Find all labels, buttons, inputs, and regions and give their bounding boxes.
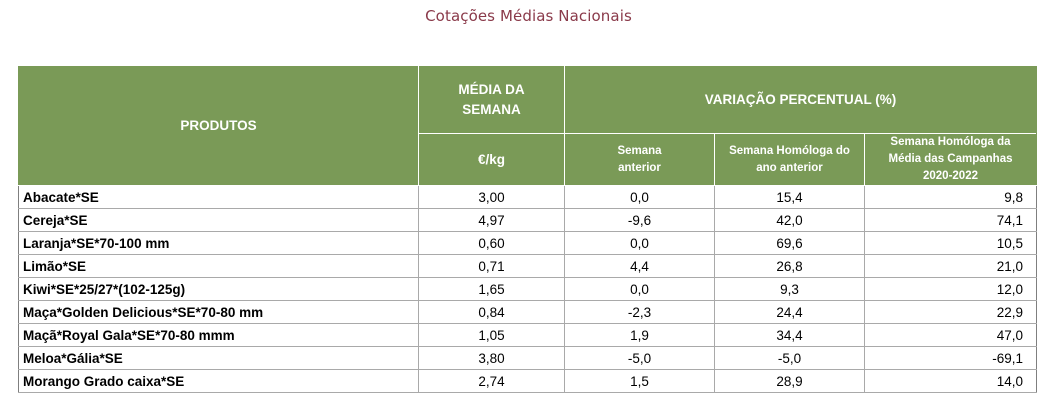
cell-media: 0,84: [418, 300, 565, 324]
header-unidade: €/kg: [418, 133, 565, 186]
cell-semana-anterior: 1,5: [564, 369, 715, 393]
cell-homologa-campanhas: 12,0: [864, 277, 1037, 301]
prices-table: PRODUTOS MÉDIA DA SEMANA VARIAÇÃO PERCEN…: [18, 66, 1037, 393]
cell-media: 3,80: [418, 346, 565, 370]
header-media-semana: MÉDIA DA SEMANA: [418, 66, 565, 134]
cell-homologa-ano: 26,8: [714, 254, 865, 278]
cell-produto: Laranja*SE*70-100 mm: [18, 231, 419, 255]
header-variacao: VARIAÇÃO PERCENTUAL (%): [564, 66, 1037, 134]
cell-homologa-campanhas: 10,5: [864, 231, 1037, 255]
cell-semana-anterior: 0,0: [564, 277, 715, 301]
cell-semana-anterior: 0,0: [564, 185, 715, 209]
header-semana-anterior-label: Semana anterior: [617, 144, 662, 174]
header-semana-anterior: Semana anterior: [564, 133, 715, 186]
cell-media: 2,74: [418, 369, 565, 393]
header-homologa-campanhas: Semana Homóloga da Média das Campanhas 2…: [864, 133, 1037, 186]
cell-homologa-campanhas: 9,8: [864, 185, 1037, 209]
cell-semana-anterior: -5,0: [564, 346, 715, 370]
table-row: Limão*SE 0,71 4,4 26,8 21,0: [18, 254, 1037, 278]
cell-homologa-campanhas: -69,1: [864, 346, 1037, 370]
cell-homologa-ano: 9,3: [714, 277, 865, 301]
cell-semana-anterior: 4,4: [564, 254, 715, 278]
cell-homologa-ano: 69,6: [714, 231, 865, 255]
cell-semana-anterior: 0,0: [564, 231, 715, 255]
header-homologa-campanhas-l3: 2020-2022: [923, 170, 978, 182]
page-title: Cotações Médias Nacionais: [425, 7, 632, 25]
cell-produto: Maçã*Royal Gala*SE*70-80 mmm: [18, 323, 419, 347]
cell-produto: Kiwi*SE*25/27*(102-125g): [18, 277, 419, 301]
cell-semana-anterior: 1,9: [564, 323, 715, 347]
table-body: Abacate*SE 3,00 0,0 15,4 9,8 Cereja*SE 4,97 -9,…: [18, 185, 1037, 393]
cell-media: 0,60: [418, 231, 565, 255]
cell-produto: Meloa*Gália*SE: [18, 346, 419, 370]
cell-media: 3,00: [418, 185, 565, 209]
header-produtos: PRODUTOS: [18, 66, 419, 186]
cell-homologa-campanhas: 47,0: [864, 323, 1037, 347]
table-row: Laranja*SE*70-100 mm 0,60 0,0 69,6 10,5: [18, 231, 1037, 255]
cell-homologa-campanhas: 14,0: [864, 369, 1037, 393]
cell-produto: Cereja*SE: [18, 208, 419, 232]
table-header: PRODUTOS MÉDIA DA SEMANA VARIAÇÃO PERCEN…: [18, 66, 1037, 186]
cell-homologa-ano: 24,4: [714, 300, 865, 324]
cell-homologa-campanhas: 22,9: [864, 300, 1037, 324]
cell-media: 4,97: [418, 208, 565, 232]
cell-homologa-campanhas: 74,1: [864, 208, 1037, 232]
cell-produto: Morango Grado caixa*SE: [18, 369, 419, 393]
header-homologa-ano: Semana Homóloga do ano anterior: [714, 133, 865, 186]
cell-homologa-ano: 34,4: [714, 323, 865, 347]
cell-media: 0,71: [418, 254, 565, 278]
cell-homologa-ano: -5,0: [714, 346, 865, 370]
cell-homologa-ano: 15,4: [714, 185, 865, 209]
cell-homologa-ano: 28,9: [714, 369, 865, 393]
header-homologa-campanhas-l1: Semana Homóloga da: [890, 136, 1011, 148]
cell-produto: Maça*Golden Delicious*SE*70-80 mm: [18, 300, 419, 324]
header-media-semana-label: MÉDIA DA SEMANA: [458, 82, 525, 117]
table-row: Cereja*SE 4,97 -9,6 42,0 74,1: [18, 208, 1037, 232]
cell-media: 1,65: [418, 277, 565, 301]
cell-produto: Limão*SE: [18, 254, 419, 278]
cell-media: 1,05: [418, 323, 565, 347]
cell-homologa-campanhas: 21,0: [864, 254, 1037, 278]
table-row: Morango Grado caixa*SE 2,74 1,5 28,9 14,0: [18, 369, 1037, 393]
table-row: Meloa*Gália*SE 3,80 -5,0 -5,0 -69,1: [18, 346, 1037, 370]
cell-produto: Abacate*SE: [18, 185, 419, 209]
table-row: Abacate*SE 3,00 0,0 15,4 9,8: [18, 185, 1037, 209]
header-homologa-campanhas-l2: Média das Campanhas: [888, 153, 1013, 165]
table-row: Kiwi*SE*25/27*(102-125g) 1,65 0,0 9,3 12,0: [18, 277, 1037, 301]
cell-semana-anterior: -9,6: [564, 208, 715, 232]
table-row: Maçã*Royal Gala*SE*70-80 mmm 1,05 1,9 34,4 4…: [18, 323, 1037, 347]
cell-homologa-ano: 42,0: [714, 208, 865, 232]
header-homologa-ano-label: Semana Homóloga do ano anterior: [729, 144, 850, 174]
cell-semana-anterior: -2,3: [564, 300, 715, 324]
table-row: Maça*Golden Delicious*SE*70-80 mm 0,84 -2,…: [18, 300, 1037, 324]
